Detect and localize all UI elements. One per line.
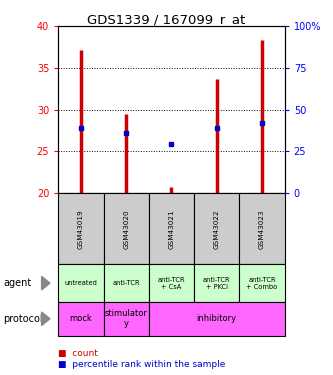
Text: agent: agent bbox=[3, 278, 32, 288]
Text: anti-TCR
+ CsA: anti-TCR + CsA bbox=[158, 277, 185, 290]
Text: untreated: untreated bbox=[65, 280, 97, 286]
Text: GSM43020: GSM43020 bbox=[123, 209, 129, 249]
Text: stimulator
y: stimulator y bbox=[105, 309, 148, 328]
Text: protocol: protocol bbox=[3, 314, 43, 324]
Text: anti-TCR: anti-TCR bbox=[113, 280, 140, 286]
Text: GSM43019: GSM43019 bbox=[78, 209, 84, 249]
Text: anti-TCR
+ Combo: anti-TCR + Combo bbox=[246, 277, 278, 290]
Text: inhibitory: inhibitory bbox=[197, 314, 237, 323]
Text: ■  percentile rank within the sample: ■ percentile rank within the sample bbox=[58, 360, 226, 369]
Text: anti-TCR
+ PKCi: anti-TCR + PKCi bbox=[203, 277, 230, 290]
Text: GSM43022: GSM43022 bbox=[214, 209, 220, 249]
Text: GDS1339 / 167099_r_at: GDS1339 / 167099_r_at bbox=[87, 13, 246, 26]
Text: GSM43023: GSM43023 bbox=[259, 209, 265, 249]
Text: mock: mock bbox=[70, 314, 92, 323]
Text: GSM43021: GSM43021 bbox=[168, 209, 174, 249]
Text: ■  count: ■ count bbox=[58, 349, 98, 358]
